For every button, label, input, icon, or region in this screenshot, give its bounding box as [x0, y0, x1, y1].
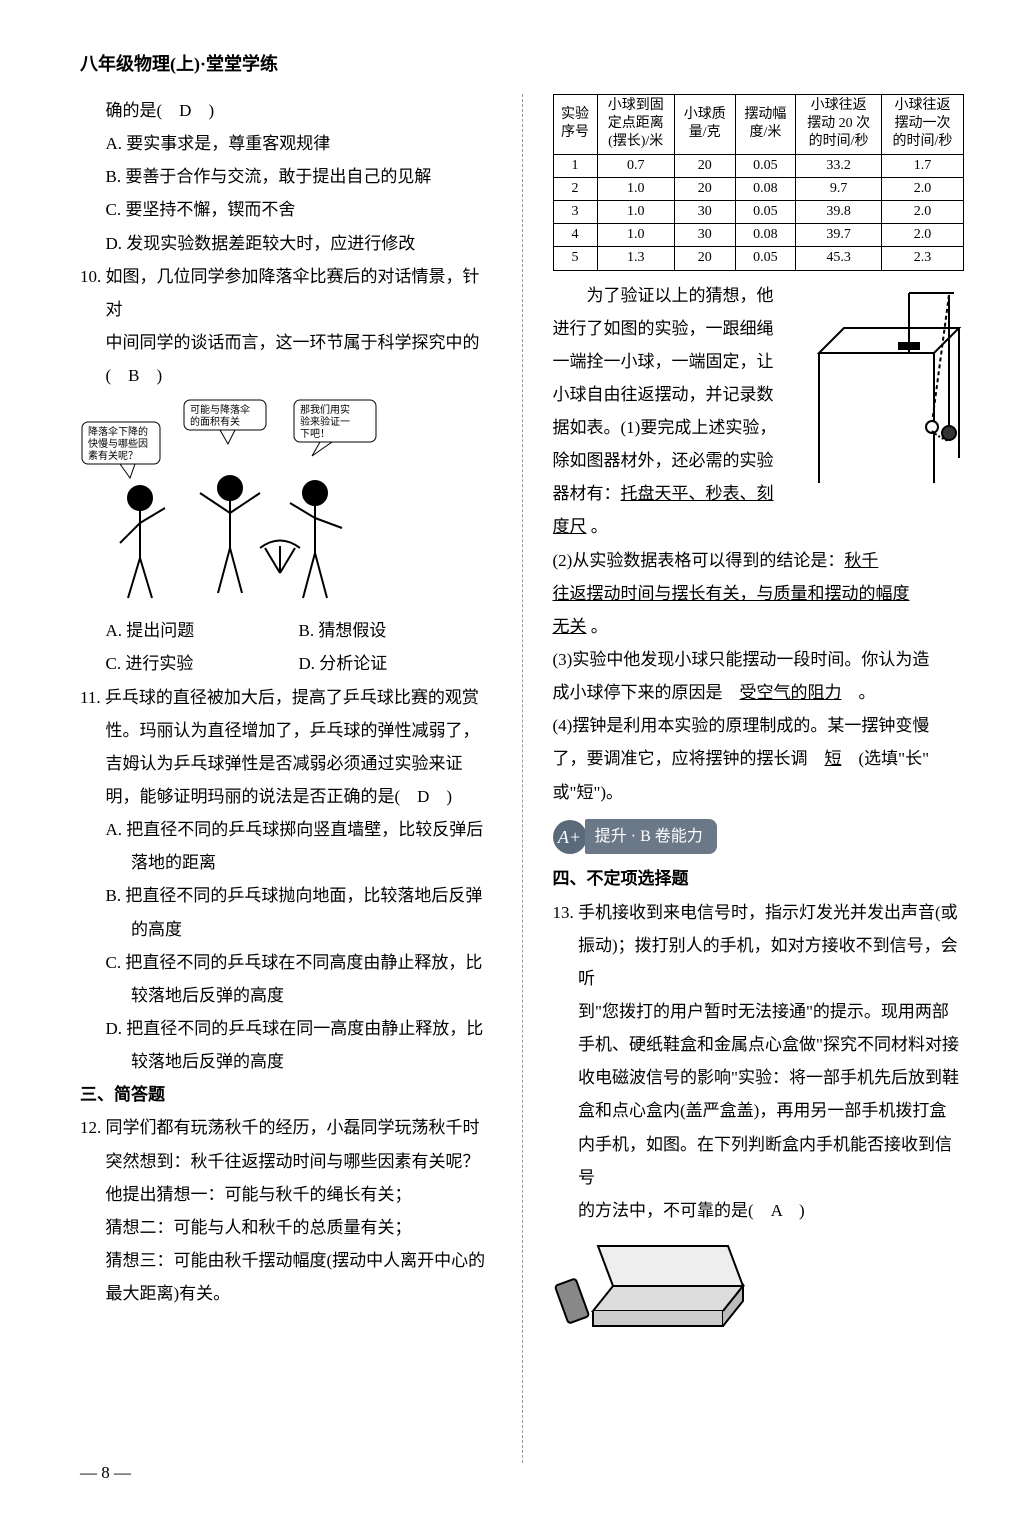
q13-l4: 手机、硬纸鞋盒和金属点心盒做"探究不同材料对接: [578, 1028, 964, 1061]
q9-opt-c: C. 要坚持不懈，锲而不舍: [106, 193, 492, 226]
q12r-4-line3: 或"短")。: [553, 776, 965, 809]
q11-line3: 吉姆认为乒乓球弹性是否减弱必须通过实验来证: [106, 747, 492, 780]
section-3-heading: 三、简答题: [80, 1078, 492, 1111]
page-header: 八年级物理(上)·堂堂学练: [80, 50, 964, 76]
table-row: 41.0300.0839.72.0: [553, 224, 964, 247]
q12r-2-line2: 往返摆动时间与摆长有关，与质量和摆动的幅度: [553, 577, 965, 610]
answer-short: 短: [825, 749, 842, 768]
experiment-data-table: 实验 序号 小球到固 定点距离 (摆长)/米 小球质 量/克 摆动幅 度/米 小…: [553, 94, 965, 271]
section-4-heading: 四、不定项选择题: [553, 862, 965, 895]
answer-conclusion-3: 无关: [553, 617, 587, 636]
q13-l5: 收电磁波信号的影响"实验：将一部手机先后放到鞋: [578, 1061, 964, 1094]
svg-text:素有关呢？: 素有关呢？: [88, 449, 138, 462]
q11-b-line2: 的高度: [131, 913, 492, 946]
q11-line4: 明，能够证明玛丽的说法是否正确的是( D ): [106, 780, 492, 813]
pendulum-illustration: [814, 283, 964, 494]
q13-l3: 到"您拨打的用户暂时无法接通"的提示。现用两部: [578, 995, 964, 1028]
q9-opt-d: D. 发现实验数据差距较大时，应进行修改: [106, 227, 492, 260]
q10-opt-b: B. 猜想假设: [299, 614, 492, 647]
th-5: 小球往返 摆动一次 的时间/秒: [881, 95, 963, 155]
column-divider: [522, 94, 523, 1463]
q12-line5: 猜想三：可能由秋千摆动幅度(摆动中人离开中心的: [106, 1244, 492, 1277]
q11-line1: 11. 乒乓球的直径被加大后，提高了乒乓球比赛的观赏: [106, 681, 492, 714]
q10-opt-d: D. 分析论证: [299, 647, 492, 680]
th-4: 小球往返 摆动 20 次 的时间/秒: [796, 95, 882, 155]
q12r-l8: 度尺 。: [553, 510, 965, 543]
two-column-layout: 确的是( D ) A. 要实事求是，尊重客观规律 B. 要善于合作与交流，敢于提…: [80, 94, 964, 1463]
q10-stem-line1: 10. 如图，几位同学参加降落伞比赛后的对话情景，针对: [106, 260, 492, 326]
table-row: 51.3200.0545.32.3: [553, 247, 964, 270]
q11-a-line2: 落地的距离: [131, 846, 492, 879]
left-column: 确的是( D ) A. 要实事求是，尊重客观规律 B. 要善于合作与交流，敢于提…: [80, 94, 492, 1463]
q11-c-line1: C. 把直径不同的乒乓球在不同高度由静止释放，比: [131, 946, 492, 979]
answer-instruments-1: 托盘天平、秒表、刻: [621, 484, 774, 503]
q13-l7: 内手机，如图。在下列判断盒内手机能否接收到信号: [578, 1128, 964, 1194]
svg-text:下吧！: 下吧！: [300, 429, 330, 440]
th-0: 实验 序号: [553, 95, 597, 155]
q11-c-line2: 较落地后反弹的高度: [131, 979, 492, 1012]
q12r-3-line1: (3)实验中他发现小球只能摆动一段时间。你认为造: [553, 643, 965, 676]
q10-options-row1: A. 提出问题 B. 猜想假设: [106, 614, 492, 647]
q12r-3-line2: 成小球停下来的原因是 受空气的阻力 。: [553, 676, 965, 709]
q9-opt-b: B. 要善于合作与交流，敢于提出自己的见解: [106, 160, 492, 193]
q12-line3: 他提出猜想一：可能与秋千的绳长有关；: [106, 1178, 492, 1211]
q12-right-text-with-figure: 为了验证以上的猜想，他 进行了如图的实验，一跟细绳 一端拴一小球，一端固定，让 …: [553, 279, 965, 544]
page-number: — 8 —: [80, 1463, 131, 1483]
q11-d-line2: 较落地后反弹的高度: [131, 1045, 492, 1078]
svg-text:降落伞下降的: 降落伞下降的: [88, 425, 148, 438]
q10-bubble1-l1: 降落伞下降的: [88, 425, 148, 438]
table-row: 21.0200.089.72.0: [553, 177, 964, 200]
q9-opt-a: A. 要实事求是，尊重客观规律: [106, 127, 492, 160]
answer-conclusion-2: 往返摆动时间与摆长有关，与质量和摆动的幅度: [553, 584, 910, 603]
answer-conclusion-1: 秋千: [844, 551, 878, 570]
q10-opt-a: A. 提出问题: [106, 614, 299, 647]
q11-d-line1: D. 把直径不同的乒乓球在同一高度由静止释放，比: [131, 1012, 492, 1045]
q12-line1: 12. 同学们都有玩荡秋千的经历，小磊同学玩荡秋千时: [106, 1111, 492, 1144]
q13-illustration: [553, 1231, 965, 1341]
q13-l8: 的方法中，不可靠的是( A ): [578, 1194, 964, 1227]
q11-line2: 性。玛丽认为直径增加了，乒乓球的弹性减弱了，: [106, 714, 492, 747]
q10-stem-line2: 中间同学的谈话而言，这一环节属于科学探究中的: [106, 326, 492, 359]
q11-b-line1: B. 把直径不同的乒乓球抛向地面，比较落地后反弹: [131, 879, 492, 912]
th-2: 小球质 量/克: [674, 95, 735, 155]
svg-text:验来验证一: 验来验证一: [300, 415, 350, 428]
svg-text:那我们用实: 那我们用实: [300, 403, 350, 416]
q12r-2-line1: (2)从实验数据表格可以得到的结论是：秋千: [553, 544, 965, 577]
banner-label: 提升 · B 卷能力: [585, 819, 717, 854]
q10-illustration: 降落伞下降的 快慢与哪些因 素有关呢？ 可能与降落伞 的面积有关 那我们用实 验…: [80, 398, 492, 608]
table-row: 31.0300.0539.82.0: [553, 200, 964, 223]
answer-reason: 受空气的阻力: [740, 683, 842, 702]
q13-l6: 盒和点心盒内(盖严盒盖)，再用另一部手机拨打盒: [578, 1094, 964, 1127]
table-header-row: 实验 序号 小球到固 定点距离 (摆长)/米 小球质 量/克 摆动幅 度/米 小…: [553, 95, 964, 155]
q12-line4: 猜想二：可能与人和秋千的总质量有关；: [106, 1211, 492, 1244]
q12r-4-line2: 了，要调准它，应将摆钟的摆长调 短 (选填"长": [553, 742, 965, 775]
q13-l2: 振动)；拨打别人的手机，如对方接收不到信号，会听: [578, 929, 964, 995]
answer-instruments-2: 度尺: [553, 517, 587, 536]
th-3: 摆动幅 度/米: [735, 95, 796, 155]
q12r-2-line3: 无关 。: [553, 610, 965, 643]
q10-opt-c: C. 进行实验: [106, 647, 299, 680]
table-body: 10.7200.0533.21.7 21.0200.089.72.0 31.03…: [553, 154, 964, 270]
q10-options-row2: C. 进行实验 D. 分析论证: [106, 647, 492, 680]
table-row: 10.7200.0533.21.7: [553, 154, 964, 177]
svg-text:快慢与哪些因: 快慢与哪些因: [88, 437, 148, 450]
page: 八年级物理(上)·堂堂学练 确的是( D ) A. 要实事求是，尊重客观规律 B…: [0, 0, 1024, 1523]
q11-a-line1: A. 把直径不同的乒乓球掷向竖直墙壁，比较反弹后: [131, 813, 492, 846]
q10-stem-line3: ( B ): [106, 359, 492, 392]
svg-text:的面积有关: 的面积有关: [190, 415, 240, 428]
q12-line2: 突然想到：秋千往返摆动时间与哪些因素有关呢？: [106, 1145, 492, 1178]
right-column: 实验 序号 小球到固 定点距离 (摆长)/米 小球质 量/克 摆动幅 度/米 小…: [553, 94, 965, 1463]
th-1: 小球到固 定点距离 (摆长)/米: [597, 95, 674, 155]
q13-l1: 13. 手机接收到来电信号时，指示灯发光并发出声音(或: [578, 896, 964, 929]
svg-text:可能与降落伞: 可能与降落伞: [190, 403, 250, 416]
q12r-4-line1: (4)摆钟是利用本实验的原理制成的。某一摆钟变慢: [553, 709, 965, 742]
q9-tail: 确的是( D ): [106, 94, 492, 127]
banner-badge: A+: [553, 820, 587, 854]
q12-line6: 最大距离)有关。: [106, 1277, 492, 1310]
section-b-banner: A+ 提升 · B 卷能力: [553, 819, 717, 855]
